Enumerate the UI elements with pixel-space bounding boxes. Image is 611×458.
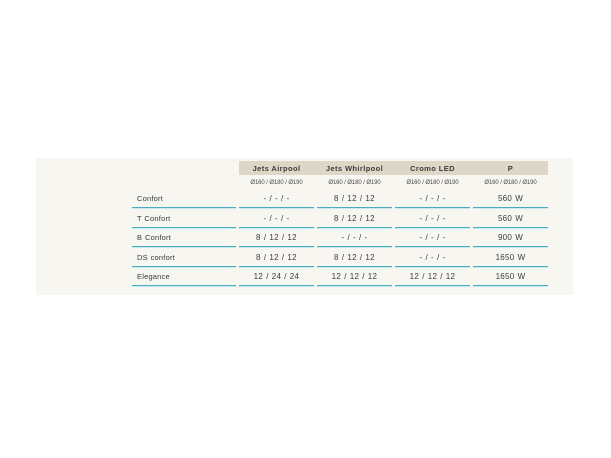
row-label: T Confort bbox=[132, 208, 236, 228]
cell-cromo-led: - / - / - bbox=[395, 228, 470, 247]
cell-jets-airpool: 8 / 12 / 12 bbox=[239, 228, 314, 247]
cell-jets-airpool: - / - / - bbox=[239, 208, 314, 228]
column-subheader-diameters: Ø160 / Ø180 / Ø190 bbox=[484, 180, 537, 186]
cell-jets-airpool: 12 / 24 / 24 bbox=[239, 267, 314, 286]
column-subheader-diameters: Ø160 / Ø180 / Ø190 bbox=[406, 180, 459, 186]
table-row-t-confort: T Confort - / - / - 8 / 12 / 12 - / - / … bbox=[132, 208, 548, 228]
spec-table-panel: Jets Airpool Jets Whirlpool Cromo LED P … bbox=[36, 158, 573, 295]
column-header-jets-whirlpool: Jets Whirlpool bbox=[325, 163, 384, 173]
row-label: DS confort bbox=[132, 247, 236, 267]
row-label: B Confort bbox=[132, 228, 236, 247]
cell-cromo-led: 12 / 12 / 12 bbox=[395, 267, 470, 286]
cell-jets-whirlpool: 8 / 12 / 12 bbox=[317, 189, 392, 208]
table-row-b-confort: B Confort 8 / 12 / 12 - / - / - - / - / … bbox=[132, 228, 548, 247]
column-header-cromo-led: Cromo LED bbox=[410, 163, 455, 173]
column-subheader-diameters: Ø160 / Ø180 / Ø190 bbox=[250, 180, 303, 186]
cell-cromo-led: - / - / - bbox=[395, 189, 470, 208]
table-header-bar: Jets Airpool Jets Whirlpool Cromo LED P bbox=[239, 161, 548, 175]
cell-power: 560 W bbox=[473, 189, 548, 208]
column-header-power: P bbox=[507, 163, 514, 173]
cell-cromo-led: - / - / - bbox=[395, 208, 470, 228]
cell-power: 1650 W bbox=[473, 247, 548, 267]
column-subheader-diameters: Ø160 / Ø180 / Ø190 bbox=[328, 180, 381, 186]
table-row-confort: Confort - / - / - 8 / 12 / 12 - / - / - … bbox=[132, 189, 548, 208]
row-label: Confort bbox=[132, 189, 236, 208]
table-subheader-row: Ø160 / Ø180 / Ø190 Ø160 / Ø180 / Ø190 Ø1… bbox=[239, 178, 548, 188]
cell-cromo-led: - / - / - bbox=[395, 247, 470, 267]
cell-jets-whirlpool: 8 / 12 / 12 bbox=[317, 247, 392, 267]
table-row-elegance: Elegance 12 / 24 / 24 12 / 12 / 12 12 / … bbox=[132, 267, 548, 286]
cell-jets-airpool: 8 / 12 / 12 bbox=[239, 247, 314, 267]
cell-jets-whirlpool: - / - / - bbox=[317, 228, 392, 247]
cell-jets-whirlpool: 12 / 12 / 12 bbox=[317, 267, 392, 286]
cell-power: 1650 W bbox=[473, 267, 548, 286]
cell-power: 560 W bbox=[473, 208, 548, 228]
cell-power: 900 W bbox=[473, 228, 548, 247]
table-row-ds-confort: DS confort 8 / 12 / 12 8 / 12 / 12 - / -… bbox=[132, 247, 548, 267]
cell-jets-whirlpool: 8 / 12 / 12 bbox=[317, 208, 392, 228]
column-header-jets-airpool: Jets Airpool bbox=[252, 163, 301, 173]
row-label: Elegance bbox=[132, 267, 236, 286]
cell-jets-airpool: - / - / - bbox=[239, 189, 314, 208]
